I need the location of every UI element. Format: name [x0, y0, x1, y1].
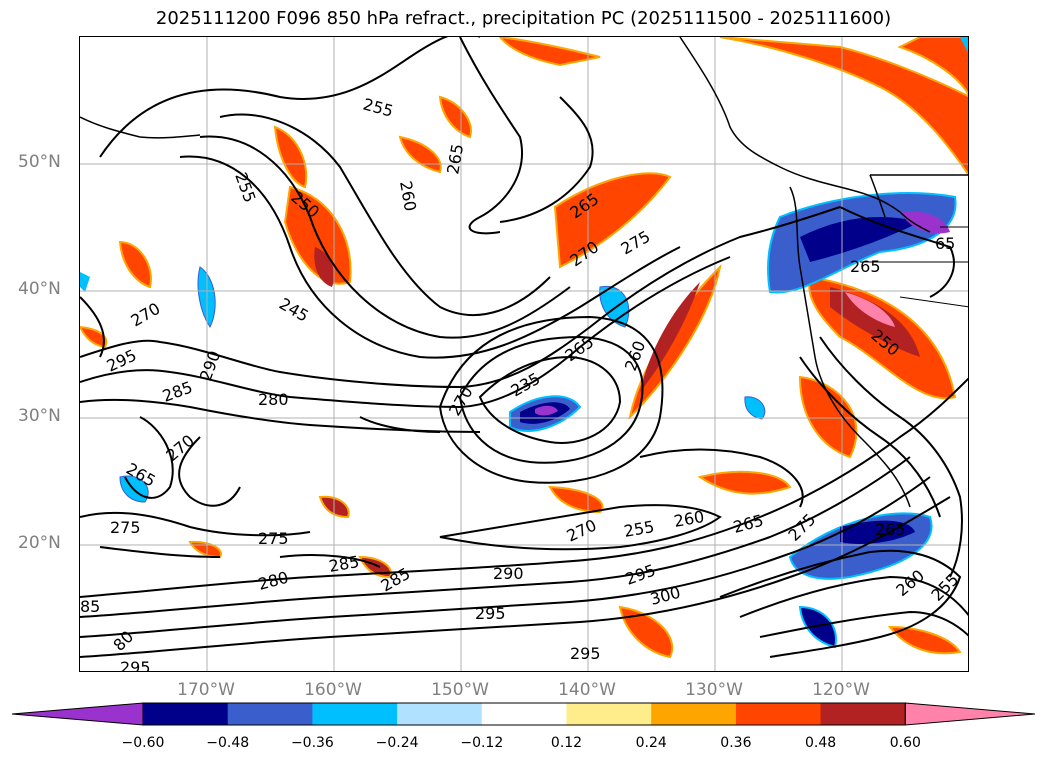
- contour-label: 235: [508, 369, 544, 401]
- contour-label: 285: [160, 377, 195, 405]
- lon-label-140w: 140°W: [558, 680, 616, 700]
- colorbar-tick-label: 0.60: [889, 735, 921, 751]
- contour-label: 295: [120, 658, 151, 672]
- contour-label: 270: [564, 515, 600, 545]
- contour-label: 80: [109, 627, 137, 655]
- colorbar-bin: [735, 703, 822, 725]
- colorbar-bin: [312, 703, 398, 725]
- colorbar-tick-label: −0.24: [375, 735, 419, 751]
- lon-label-130w: 130°W: [685, 680, 743, 700]
- lat-label-30n: 30°N: [18, 406, 61, 426]
- contour-label: 255: [231, 170, 259, 205]
- contour-label: 245: [276, 294, 312, 326]
- lon-label-120w: 120°W: [812, 680, 870, 700]
- colorbar-bin: [481, 703, 567, 725]
- colorbar-tick-label: −0.48: [206, 735, 250, 751]
- contour-label: 255: [622, 517, 655, 541]
- contour-label: 265: [731, 511, 765, 537]
- lat-label-40n: 40°N: [18, 279, 61, 299]
- colorbar-under-triangle: [11, 702, 144, 726]
- contour-label: 290: [493, 564, 524, 583]
- contour-label: 265: [850, 257, 881, 276]
- refractivity-contours: [80, 37, 968, 658]
- contour-label: 65: [935, 234, 955, 253]
- map-panel[interactable]: 255 260 265 250 255 245 270 295 290 285 …: [79, 36, 969, 672]
- coastlines: [80, 37, 968, 508]
- map-canvas: 255 260 265 250 255 245 270 295 290 285 …: [80, 37, 968, 672]
- lon-label-150w: 150°W: [431, 680, 489, 700]
- contour-label: 265: [875, 520, 906, 539]
- colorbar-tick-label: 0.36: [720, 735, 752, 751]
- colorbar-bin: [651, 703, 737, 725]
- colorbar-tick-label: 0.48: [805, 735, 837, 751]
- colorbar-bin: [566, 703, 652, 725]
- contour-label: 295: [623, 560, 658, 588]
- contour-label: 85: [80, 597, 100, 616]
- contour-label: 280: [256, 568, 290, 594]
- contour-label: 265: [443, 142, 467, 175]
- contour-label: 275: [618, 227, 654, 259]
- contour-label: 290: [196, 348, 224, 383]
- lon-label-160w: 160°W: [304, 680, 362, 700]
- contour-label: 260: [892, 566, 928, 600]
- colorbar-tick-label: 0.24: [635, 735, 667, 751]
- state-borders: [860, 226, 968, 308]
- colorbar: [11, 702, 1036, 726]
- contour-label: 295: [475, 604, 506, 623]
- contour-label: 255: [361, 95, 395, 121]
- contour-label: 270: [445, 383, 477, 419]
- colorbar-bin: [227, 703, 313, 725]
- lat-label-50n: 50°N: [18, 152, 61, 172]
- graticule: [80, 37, 968, 671]
- contour-label: 300: [648, 583, 682, 609]
- precip-positive-areas: [80, 37, 968, 659]
- colorbar-bin: [143, 703, 229, 725]
- contour-label: 275: [258, 529, 289, 548]
- lat-label-20n: 20°N: [18, 533, 61, 553]
- contour-label: 260: [621, 338, 649, 373]
- contour-label: 285: [327, 552, 360, 576]
- contour-label: 295: [570, 644, 601, 663]
- colorbar-segments: [11, 702, 1036, 726]
- colorbar-over-triangle: [904, 702, 1036, 726]
- contour-label: 270: [162, 431, 198, 465]
- colorbar-tick-label: −0.12: [460, 735, 504, 751]
- contour-label: 260: [396, 179, 420, 212]
- colorbar-tick-label: −0.60: [121, 735, 165, 751]
- contour-label: 270: [128, 299, 164, 331]
- colorbar-bin: [820, 703, 906, 725]
- colorbar-tick-label: 0.12: [550, 735, 583, 751]
- contour-label: 280: [258, 390, 289, 409]
- lon-label-170w: 170°W: [177, 680, 235, 700]
- contour-label: 275: [110, 518, 141, 537]
- colorbar-tick-label: −0.36: [290, 735, 334, 751]
- colorbar-bin: [397, 703, 483, 725]
- colorbar-border: [142, 702, 906, 726]
- map-title: 2025111200 F096 850 hPa refract., precip…: [155, 8, 892, 29]
